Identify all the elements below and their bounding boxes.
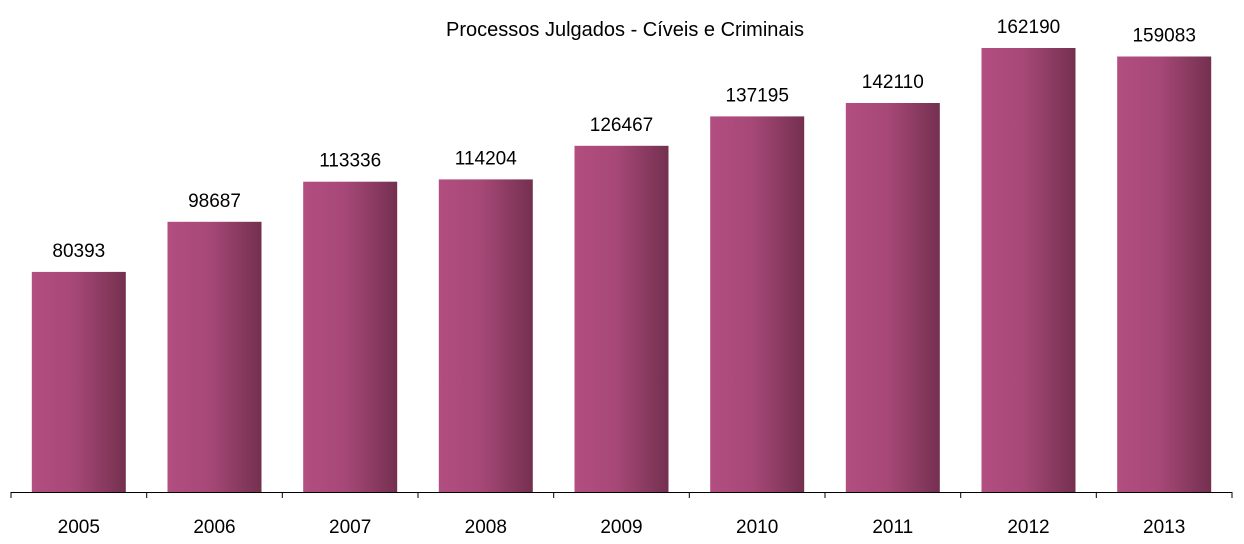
- bar-2006: [167, 221, 262, 493]
- bar-2007: [303, 181, 398, 492]
- data-labels-layer: 80393 98687 113336 114204 126467 137195 142110…: [52, 17, 1196, 262]
- x-axis: 2005 2006 2007 2008 2009 2010 2011 2012 2013: [10, 492, 1233, 538]
- data-label-2009: 126467: [590, 115, 653, 136]
- x-tick-label-2012: 2012: [1007, 517, 1049, 538]
- x-tick-label-2010: 2010: [736, 517, 778, 538]
- data-label-2011: 142110: [862, 72, 924, 93]
- data-label-2008: 114204: [455, 148, 517, 169]
- x-tick-label-2005: 2005: [58, 517, 100, 538]
- data-label-2010: 137195: [725, 85, 788, 106]
- bar-2009: [574, 145, 669, 493]
- bar-2005: [31, 271, 126, 492]
- bars-layer: [31, 48, 1212, 493]
- data-label-2012: 162190: [997, 17, 1060, 38]
- chart-title: Processos Julgados - Cíveis e Criminais: [446, 19, 804, 41]
- data-label-2005: 80393: [52, 241, 105, 262]
- bar-2008: [438, 179, 533, 492]
- x-tick-label-2009: 2009: [600, 517, 642, 538]
- bar-2013: [1117, 56, 1212, 492]
- x-tick-label-2013: 2013: [1143, 517, 1185, 538]
- x-tick-label-2007: 2007: [329, 517, 371, 538]
- x-tick-label-2011: 2011: [872, 517, 913, 538]
- data-label-2006: 98687: [188, 191, 241, 212]
- bar-2011: [845, 103, 940, 492]
- x-tick-label-2006: 2006: [193, 517, 235, 538]
- x-tick-label-2008: 2008: [465, 517, 507, 538]
- bar-2012: [981, 48, 1076, 492]
- data-label-2013: 159083: [1132, 26, 1195, 47]
- data-label-2007: 113336: [319, 151, 381, 172]
- bar-2010: [710, 116, 805, 493]
